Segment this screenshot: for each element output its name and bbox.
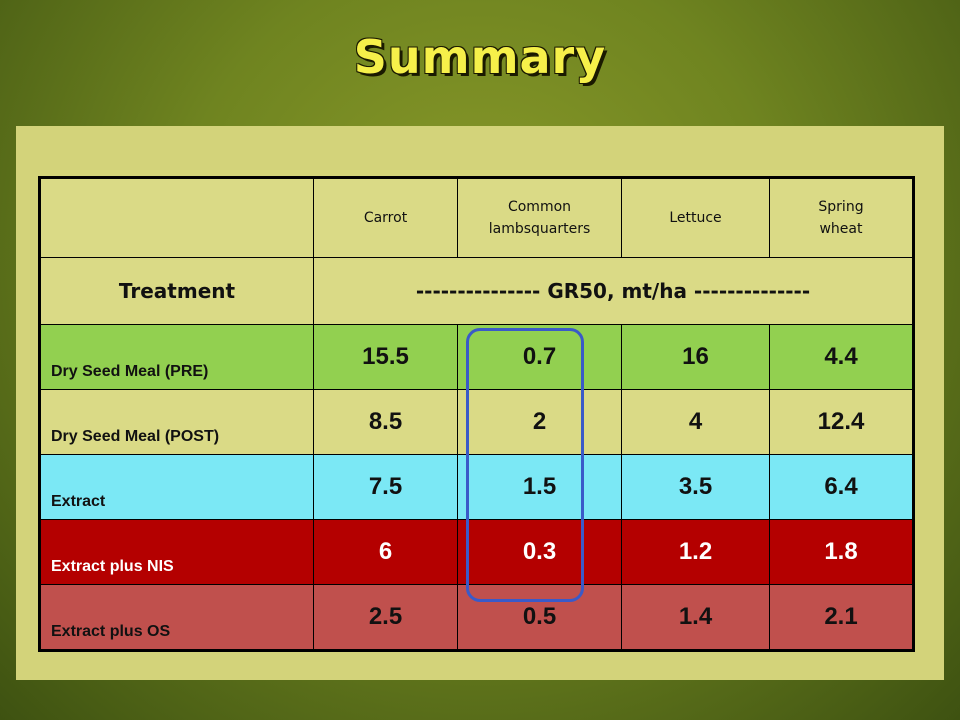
value-cell: 0.5 xyxy=(457,584,622,651)
value-cell: 7.5 xyxy=(313,454,458,520)
value-cell: 1.8 xyxy=(769,519,914,585)
empty-corner-cell xyxy=(39,177,314,258)
column-header-lettuce: Lettuce xyxy=(621,177,770,258)
value-cell: 6.4 xyxy=(769,454,914,520)
value-cell: 1.4 xyxy=(621,584,770,651)
value-cell: 0.7 xyxy=(457,324,622,390)
units-label: --------------- GR50, mt/ha ------------… xyxy=(313,257,914,325)
value-cell: 8.5 xyxy=(313,389,458,455)
value-cell: 2.5 xyxy=(313,584,458,651)
column-header-row: Carrot Common lambsquarters Lettuce Spri… xyxy=(39,177,914,258)
row-label: Dry Seed Meal (POST) xyxy=(39,389,314,455)
summary-table: Carrot Common lambsquarters Lettuce Spri… xyxy=(38,176,915,652)
table-row: Extract 7.5 1.5 3.5 6.4 xyxy=(39,454,914,520)
column-header-common-lambsquarters: Common lambsquarters xyxy=(457,177,622,258)
value-cell: 4.4 xyxy=(769,324,914,390)
column-header-spring-wheat: Spring wheat xyxy=(769,177,914,258)
value-cell: 4 xyxy=(621,389,770,455)
value-cell: 12.4 xyxy=(769,389,914,455)
row-label: Extract plus NIS xyxy=(39,519,314,585)
value-cell: 3.5 xyxy=(621,454,770,520)
value-cell: 16 xyxy=(621,324,770,390)
value-cell: 6 xyxy=(313,519,458,585)
value-cell: 1.2 xyxy=(621,519,770,585)
slide-title: Summary xyxy=(353,30,607,84)
value-cell: 1.5 xyxy=(457,454,622,520)
treatment-header-row: Treatment --------------- GR50, mt/ha --… xyxy=(39,257,914,325)
row-label: Extract xyxy=(39,454,314,520)
treatment-label: Treatment xyxy=(39,257,314,325)
value-cell: 2 xyxy=(457,389,622,455)
value-cell: 2.1 xyxy=(769,584,914,651)
table-row: Dry Seed Meal (PRE) 15.5 0.7 16 4.4 xyxy=(39,324,914,390)
table-row: Extract plus OS 2.5 0.5 1.4 2.1 xyxy=(39,584,914,651)
table-row: Dry Seed Meal (POST) 8.5 2 4 12.4 xyxy=(39,389,914,455)
table-row: Extract plus NIS 6 0.3 1.2 1.8 xyxy=(39,519,914,585)
value-cell: 0.3 xyxy=(457,519,622,585)
value-cell: 15.5 xyxy=(313,324,458,390)
column-header-carrot: Carrot xyxy=(313,177,458,258)
row-label: Dry Seed Meal (PRE) xyxy=(39,324,314,390)
row-label: Extract plus OS xyxy=(39,584,314,651)
